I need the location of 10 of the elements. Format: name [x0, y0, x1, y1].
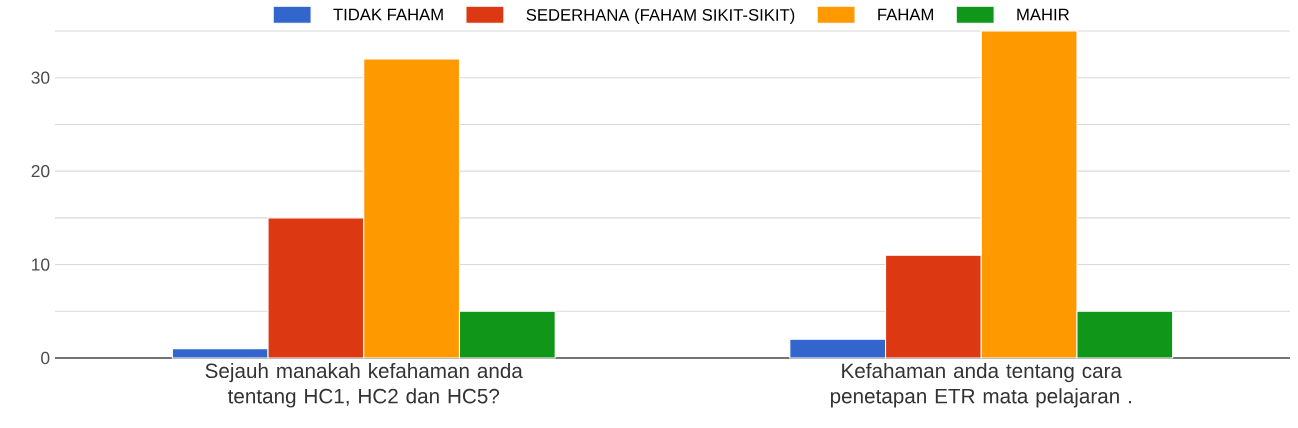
- y-tick-label: 0: [41, 351, 50, 365]
- x-tick-label: Kefahaman anda tentang cara penetapan ETR mata pelajaran .: [830, 362, 1131, 408]
- y-tick-label: 20: [31, 165, 50, 178]
- legend-label: FAHAM: [878, 8, 933, 21]
- legend-label: SEDERHANA (FAHAM SIKIT-SIKIT): [526, 8, 795, 25]
- legend-label: MAHIR: [1017, 8, 1069, 21]
- y-tick-label: 10: [32, 258, 50, 271]
- y-tick-label: 30: [31, 71, 50, 84]
- x-tick-label: Sejauh manakah kefahaman anda tentang HC1, HC2 dan HC5?: [205, 362, 523, 408]
- legend-label: TIDAK FAHAM: [333, 8, 443, 21]
